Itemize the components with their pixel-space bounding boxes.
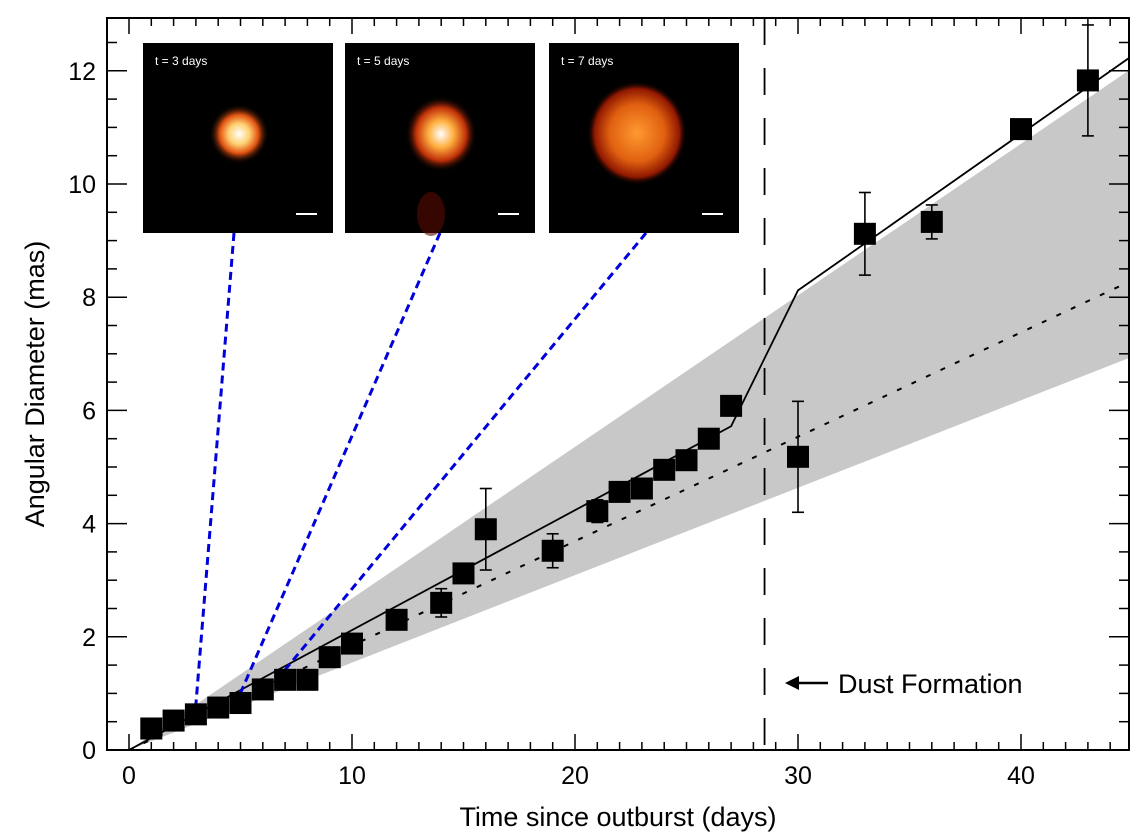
x-tick-label: 0 (122, 762, 136, 790)
data-point (474, 518, 497, 541)
uncertainty-band-layer (129, 70, 1129, 750)
inset-label: t = 7 days (561, 54, 613, 68)
inset-faint-tail (417, 192, 445, 236)
data-point (697, 427, 720, 450)
data-point (318, 646, 341, 669)
data-point (653, 458, 676, 481)
inset-label: t = 3 days (155, 54, 207, 68)
data-point (630, 477, 653, 500)
arrow-head-icon (785, 676, 799, 690)
data-point (586, 500, 609, 523)
data-point (207, 696, 230, 719)
ticks-layer: 0 10 20 30 40 0 2 4 6 8 10 12 (68, 18, 1129, 790)
data-point (140, 717, 163, 740)
data-point (1010, 118, 1032, 141)
x-tick-label: 10 (338, 762, 366, 790)
inset-source-blob (209, 104, 269, 164)
data-point (541, 539, 564, 562)
inset-connector (194, 232, 236, 705)
y-tick-label: 4 (82, 511, 96, 539)
inset-label: t = 5 days (357, 54, 409, 68)
y-tick-label: 8 (82, 284, 96, 312)
x-tick-label: 30 (784, 762, 812, 790)
inset-connector (239, 232, 442, 694)
data-point (184, 703, 207, 726)
data-point (296, 668, 319, 691)
insets-layer: t = 3 days t = 5 days t = 7 days (143, 43, 739, 236)
inset-source-blob (405, 96, 477, 172)
x-tick-label: 20 (561, 762, 589, 790)
data-point (608, 480, 631, 503)
data-point (229, 692, 252, 715)
data-point (162, 709, 185, 732)
y-tick-label: 6 (82, 397, 96, 425)
model-solid-line (128, 56, 1129, 750)
y-tick-label: 0 (82, 737, 96, 765)
y-axis-title: Angular Diameter (mas) (20, 241, 50, 528)
annotation-text: Dust Formation (838, 669, 1023, 699)
inset-connector (283, 232, 648, 671)
data-point (787, 445, 809, 468)
inset-source-blob (587, 81, 687, 185)
data-point (430, 591, 453, 614)
data-point (274, 668, 297, 691)
inset-connectors-layer (194, 232, 648, 705)
data-point (341, 632, 363, 655)
model-lines-layer (128, 56, 1129, 750)
uncertainty-band (129, 70, 1129, 750)
data-point (452, 562, 475, 585)
data-point (1076, 69, 1099, 92)
data-point (720, 394, 743, 417)
data-point (853, 222, 876, 245)
data-point (385, 608, 408, 631)
data-point (251, 678, 274, 701)
plot-frame (106, 17, 1130, 751)
inset-image-5: t = 5 days (345, 43, 535, 236)
y-tick-label: 2 (82, 624, 96, 652)
data-point (675, 449, 698, 472)
dust-formation-annotation: Dust Formation (785, 669, 1023, 699)
y-tick-label: 12 (68, 58, 96, 86)
inset-image-7: t = 7 days (549, 43, 739, 233)
inset-image-3: t = 3 days (143, 43, 333, 233)
markers-layer (140, 69, 1099, 740)
x-tick-label: 40 (1007, 762, 1035, 790)
y-tick-label: 10 (68, 171, 96, 199)
data-point (920, 210, 943, 233)
x-axis-title: Time since outburst (days) (459, 802, 776, 832)
